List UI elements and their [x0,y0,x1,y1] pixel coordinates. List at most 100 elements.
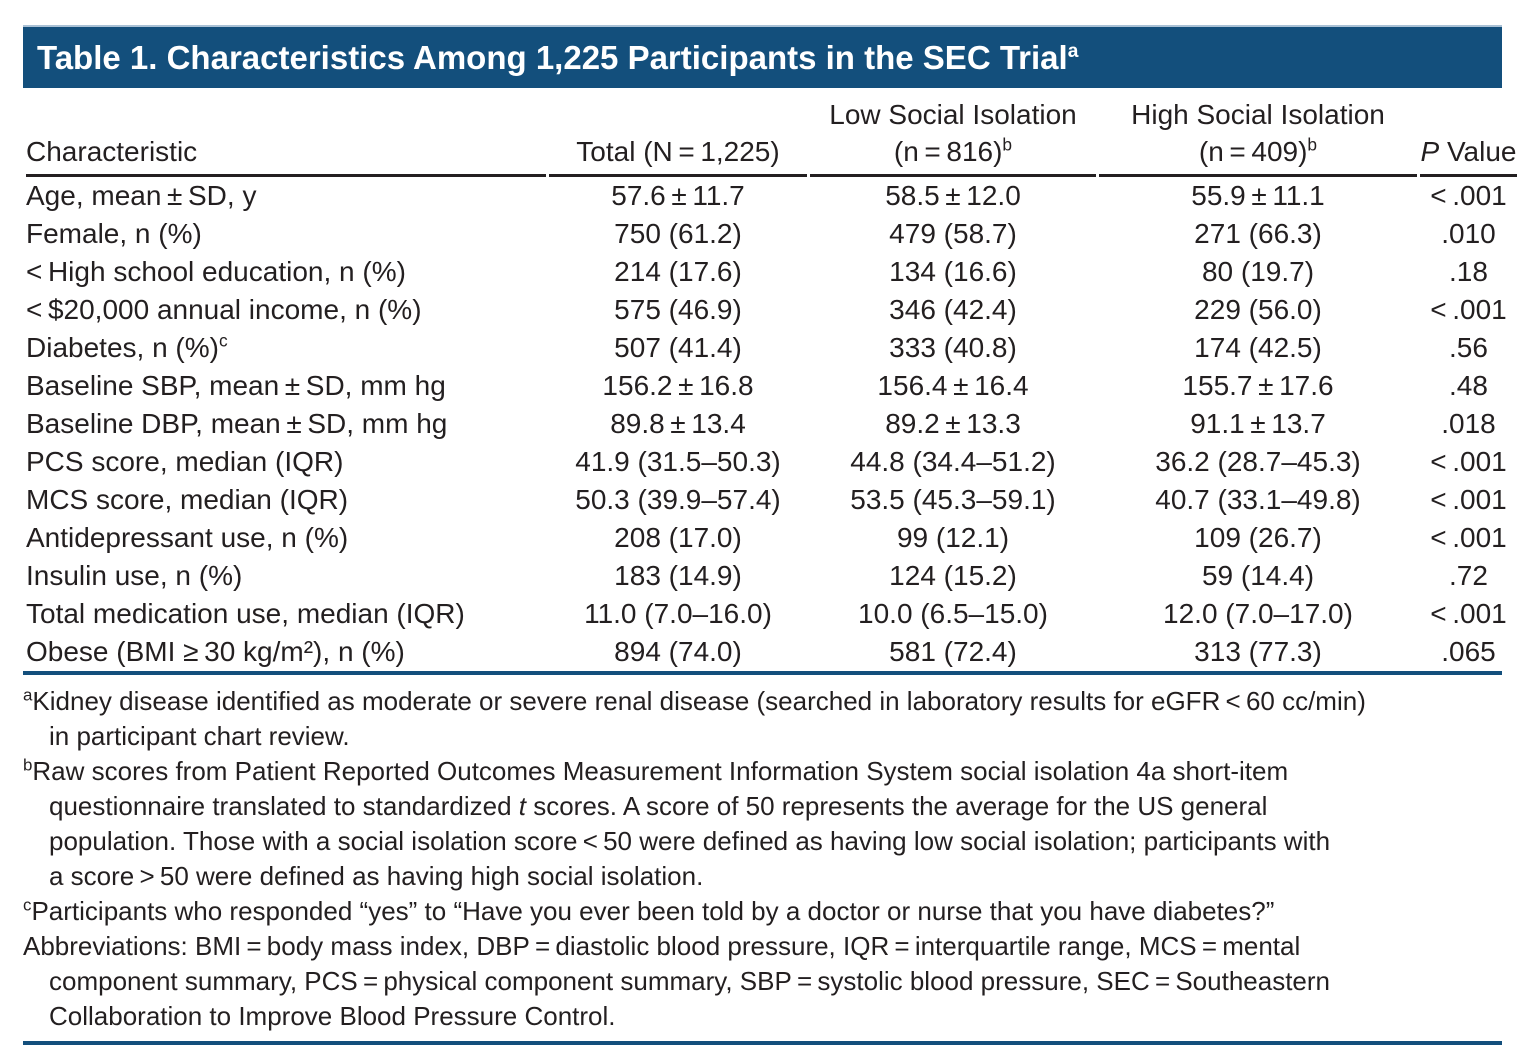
table-row: < $20,000 annual income, n (%) 575 (46.9)… [26,291,1517,329]
row-label: Age, mean ± SD, y [26,180,257,211]
table-title: Table 1. Characteristics Among 1,225 Par… [37,39,1068,76]
footnotes: aKidney disease identified as moderate o… [23,684,1502,1034]
cell-p-value: < .001 [1430,522,1507,553]
row-label: PCS score, median (IQR) [26,446,344,477]
cell-p-value: .18 [1449,256,1488,287]
cell-low: 156.4 ± 16.4 [877,370,1029,401]
cell-total: 41.9 (31.5–50.3) [575,446,781,477]
cell-low: 479 (58.7) [889,218,1017,249]
cell-p-value: .018 [1441,408,1496,439]
cell-total: 89.8 ± 13.4 [610,408,746,439]
table-row: Antidepressant use, n (%) 208 (17.0) 99 (1… [26,519,1517,557]
footnote-a-text: Kidney disease identified as moderate or… [32,686,1366,751]
cell-high: 12.0 (7.0–17.0) [1163,598,1353,629]
cell-p-value: .065 [1441,636,1496,667]
cell-total: 575 (46.9) [614,294,742,325]
cell-high: 109 (26.7) [1194,522,1322,553]
row-label: < High school education, n (%) [26,256,406,287]
row-label: MCS score, median (IQR) [26,484,349,515]
row-label: Obese (BMI ≥ 30 kg/m²), n (%) [26,636,405,667]
footnote-c: cParticipants who responded “yes” to “Ha… [23,894,1502,929]
table-row: Age, mean ± SD, y 57.6 ± 11.7 58.5 ± 12.0 5… [26,177,1517,215]
col-header-p-value-label: P Value [1420,136,1517,167]
table-row: Total medication use, median (IQR) 11.0 (… [26,595,1517,633]
row-label: Diabetes, n (%)c [26,330,228,363]
col-header-total-label: Total (N = 1,225) [576,136,780,167]
cell-p-value: < .001 [1430,484,1507,515]
footnote-marker-b: b [1002,134,1013,155]
cell-low: 333 (40.8) [889,332,1017,363]
cell-high: 174 (42.5) [1194,332,1322,363]
table-row: Insulin use, n (%) 183 (14.9) 124 (15.2) 59… [26,557,1517,595]
cell-low: 346 (42.4) [889,294,1017,325]
cell-p-value: .72 [1449,560,1488,591]
col-header-high-line2: (n = 409)b [1198,134,1318,167]
cell-low: 134 (16.6) [889,256,1017,287]
col-header-characteristic: Characteristic [26,96,546,177]
cell-high: 313 (77.3) [1194,636,1322,667]
abbreviations-text: Abbreviations: BMI = body mass index, DB… [23,931,1331,1031]
cell-total: 894 (74.0) [614,636,742,667]
cell-p-value: < .001 [1430,294,1507,325]
cell-p-value: .56 [1449,332,1488,363]
table-row: Female, n (%) 750 (61.2) 479 (58.7) 271 (66… [26,215,1517,253]
footnote-b-marker: b [23,755,33,775]
table-row: < High school education, n (%) 214 (17.6)… [26,253,1517,291]
col-header-total: Total (N = 1,225) [549,96,807,177]
cell-total: 750 (61.2) [614,218,742,249]
footnote-b-text-1: Raw scores from Patient Reported Outcome… [32,756,1289,821]
col-header-low-isolation: Low Social Isolation (n = 816)b [810,96,1096,177]
col-header-characteristic-label: Characteristic [26,136,198,167]
cell-p-value: < .001 [1430,180,1507,211]
cell-low: 99 (12.1) [896,522,1010,553]
cell-p-value: .010 [1441,218,1496,249]
footnote-marker-c: c [218,330,228,351]
cell-total: 11.0 (7.0–16.0) [584,598,772,629]
cell-high: 55.9 ± 11.1 [1191,180,1325,211]
characteristics-table: Characteristic Total (N = 1,225) Low Soc… [23,96,1520,671]
table-title-bar: Table 1. Characteristics Among 1,225 Par… [23,25,1502,88]
cell-low: 58.5 ± 12.0 [885,180,1021,211]
cell-total: 183 (14.9) [614,560,742,591]
row-label: Antidepressant use, n (%) [26,522,349,553]
table-bottom-rule [23,671,1502,675]
figure-bottom-rule [23,1041,1502,1045]
footnote-marker-b: b [1307,134,1318,155]
cell-p-value: .48 [1449,370,1488,401]
row-label: Baseline SBP, mean ± SD, mm hg [26,370,446,401]
cell-p-value: < .001 [1430,598,1507,629]
table-row: Diabetes, n (%)c 507 (41.4) 333 (40.8) 174 … [26,329,1517,367]
cell-high: 155.7 ± 17.6 [1182,370,1334,401]
cell-low: 10.0 (6.5–15.0) [858,598,1048,629]
col-header-p-value: P Value [1420,96,1517,177]
cell-total: 208 (17.0) [614,522,742,553]
cell-high: 59 (14.4) [1201,560,1315,591]
col-header-high-isolation: High Social Isolation (n = 409)b [1099,96,1417,177]
table-title-footnote-marker: a [1067,41,1079,62]
footnote-b: bRaw scores from Patient Reported Outcom… [23,754,1502,894]
footnote-b-text-2: scores. A score of 50 represents the ave… [49,791,1331,891]
row-label: Baseline DBP, mean ± SD, mm hg [26,408,448,439]
footnote-abbreviations: Abbreviations: BMI = body mass index, DB… [23,929,1502,1034]
cell-high: 271 (66.3) [1194,218,1322,249]
header-row: Characteristic Total (N = 1,225) Low Soc… [26,96,1517,177]
cell-high: 229 (56.0) [1194,294,1322,325]
col-header-high-line1: High Social Isolation [1131,99,1385,130]
footnote-a: aKidney disease identified as moderate o… [23,684,1502,754]
cell-low: 44.8 (34.4–51.2) [850,446,1056,477]
footnote-b-italic-t: t [518,791,526,821]
footnote-a-marker: a [23,685,33,705]
cell-low: 53.5 (45.3–59.1) [850,484,1056,515]
row-label: Insulin use, n (%) [26,560,243,591]
row-label: < $20,000 annual income, n (%) [26,294,422,325]
cell-low: 89.2 ± 13.3 [885,408,1021,439]
footnote-c-text: Participants who responded “yes” to “Hav… [31,896,1275,926]
cell-low: 124 (15.2) [889,560,1017,591]
row-label: Total medication use, median (IQR) [26,598,465,629]
row-label: Female, n (%) [26,218,202,249]
cell-total: 214 (17.6) [614,256,742,287]
table-row: Baseline SBP, mean ± SD, mm hg 156.2 ± 16… [26,367,1517,405]
cell-high: 80 (19.7) [1201,256,1315,287]
footnote-c-marker: c [23,895,32,915]
